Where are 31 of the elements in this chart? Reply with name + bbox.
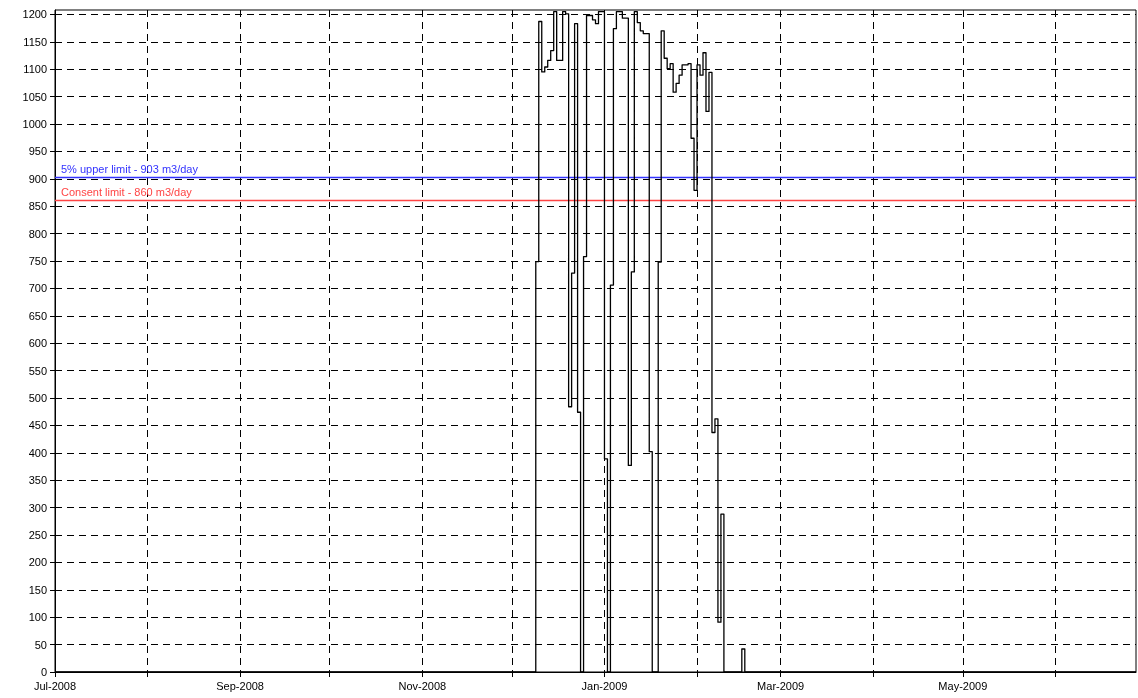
y-tick-label: 450	[28, 419, 47, 432]
y-tick-label: 150	[28, 583, 47, 596]
y-tick-label: 550	[28, 364, 47, 377]
x-tick-label: Sep-2008	[216, 679, 264, 692]
y-tick-label: 100	[28, 611, 47, 624]
y-tick-label: 800	[28, 227, 47, 240]
y-tick-label: 900	[28, 172, 47, 185]
y-tick-label: 300	[28, 501, 47, 514]
y-tick-label: 1100	[23, 63, 47, 76]
y-tick-label: 50	[34, 638, 47, 651]
y-tick-label: 400	[28, 446, 47, 459]
y-tick-label: 850	[28, 200, 47, 213]
y-tick-label: 250	[28, 529, 47, 541]
y-tick-label: 200	[28, 556, 47, 569]
y-tick-label: 1200	[22, 8, 47, 21]
y-tick-label: 500	[28, 391, 47, 404]
x-tick-label: Jan-2009	[581, 679, 628, 692]
y-tick-label: 0	[40, 666, 47, 678]
x-tick-label: Jul-2008	[33, 679, 77, 692]
y-tick-label: 350	[28, 474, 47, 487]
y-tick-label: 600	[28, 337, 47, 350]
x-tick-label: May-2009	[938, 679, 988, 692]
y-tick-label: 1000	[22, 117, 47, 130]
y-tick-label: 950	[28, 145, 47, 158]
y-tick-label: 700	[28, 282, 47, 295]
y-tick-label: 650	[28, 309, 47, 322]
y-tick-label: 1050	[22, 90, 47, 103]
y-tick-label: 1150	[23, 35, 47, 48]
y-tick-label: 750	[28, 254, 47, 267]
x-tick-label: Mar-2009	[757, 679, 805, 692]
x-tick-label: Nov-2008	[398, 679, 447, 692]
